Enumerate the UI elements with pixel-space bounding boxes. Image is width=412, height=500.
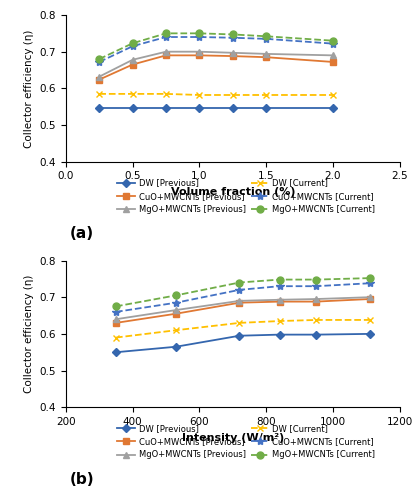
DW [Current] — [330, 92, 335, 98]
DW [Previous] — [173, 344, 178, 349]
CuO+MWCNTs [Current] — [277, 283, 282, 289]
MgO+MWCNTs [Current] — [97, 56, 102, 62]
Line: CuO+MWCNTs [Current]: CuO+MWCNTs [Current] — [95, 33, 337, 66]
DW [Previous] — [367, 331, 372, 337]
CuO+MWCNTs [Current] — [164, 34, 169, 40]
Line: DW [Current]: DW [Current] — [96, 90, 336, 98]
DW [Previous] — [113, 349, 119, 355]
X-axis label: Volume fraction (%): Volume fraction (%) — [171, 187, 295, 197]
CuO+MWCNTs [Current] — [197, 34, 202, 40]
MgO+MWCNTs [Previous] — [230, 50, 235, 56]
DW [Previous] — [314, 332, 318, 338]
DW [Current] — [230, 92, 235, 98]
Y-axis label: Collector efficiency (η): Collector efficiency (η) — [24, 29, 34, 148]
MgO+MWCNTs [Current] — [314, 276, 318, 282]
DW [Current] — [97, 91, 102, 97]
MgO+MWCNTs [Previous] — [264, 51, 269, 57]
Legend: DW [Previous], CuO+MWCNTs [Previous], MgO+MWCNTs [Previous], DW [Current], CuO+M: DW [Previous], CuO+MWCNTs [Previous], Mg… — [117, 424, 375, 460]
CuO+MWCNTs [Current] — [130, 43, 135, 49]
MgO+MWCNTs [Previous] — [197, 48, 202, 54]
MgO+MWCNTs [Current] — [237, 280, 242, 285]
CuO+MWCNTs [Previous] — [164, 52, 169, 59]
CuO+MWCNTs [Previous] — [264, 54, 269, 60]
MgO+MWCNTs [Current] — [197, 30, 202, 36]
DW [Current] — [113, 334, 119, 340]
DW [Current] — [164, 91, 169, 97]
DW [Previous] — [277, 332, 282, 338]
MgO+MWCNTs [Current] — [230, 32, 235, 38]
CuO+MWCNTs [Previous] — [173, 310, 178, 316]
DW [Current] — [237, 320, 242, 326]
CuO+MWCNTs [Current] — [230, 34, 235, 40]
CuO+MWCNTs [Previous] — [277, 298, 282, 304]
Line: CuO+MWCNTs [Previous]: CuO+MWCNTs [Previous] — [96, 52, 336, 82]
CuO+MWCNTs [Current] — [367, 280, 372, 286]
CuO+MWCNTs [Current] — [237, 287, 242, 293]
Line: MgO+MWCNTs [Previous]: MgO+MWCNTs [Previous] — [96, 49, 336, 80]
MgO+MWCNTs [Previous] — [314, 296, 318, 302]
MgO+MWCNTs [Current] — [164, 30, 169, 36]
Text: (a): (a) — [69, 226, 94, 241]
CuO+MWCNTs [Current] — [314, 283, 318, 289]
Line: DW [Previous]: DW [Previous] — [96, 106, 336, 111]
DW [Current] — [173, 327, 178, 333]
DW [Current] — [130, 91, 135, 97]
MgO+MWCNTs [Previous] — [113, 316, 119, 322]
DW [Current] — [367, 317, 372, 323]
DW [Current] — [277, 318, 282, 324]
MgO+MWCNTs [Previous] — [130, 57, 135, 63]
DW [Previous] — [197, 105, 202, 111]
Line: MgO+MWCNTs [Previous]: MgO+MWCNTs [Previous] — [113, 294, 372, 322]
DW [Previous] — [230, 105, 235, 111]
Line: DW [Previous]: DW [Previous] — [113, 331, 372, 355]
DW [Previous] — [330, 105, 335, 111]
MgO+MWCNTs [Current] — [173, 292, 178, 298]
MgO+MWCNTs [Previous] — [164, 48, 169, 54]
CuO+MWCNTs [Previous] — [113, 320, 119, 326]
Line: MgO+MWCNTs [Current]: MgO+MWCNTs [Current] — [96, 30, 336, 62]
CuO+MWCNTs [Current] — [97, 59, 102, 65]
MgO+MWCNTs [Previous] — [330, 52, 335, 59]
DW [Current] — [314, 317, 318, 323]
CuO+MWCNTs [Current] — [113, 309, 119, 315]
X-axis label: Intensity (W/m²): Intensity (W/m²) — [182, 432, 284, 442]
CuO+MWCNTs [Current] — [330, 40, 335, 46]
DW [Previous] — [264, 105, 269, 111]
MgO+MWCNTs [Previous] — [97, 74, 102, 80]
CuO+MWCNTs [Previous] — [130, 62, 135, 68]
DW [Previous] — [237, 332, 242, 338]
DW [Previous] — [97, 105, 102, 111]
CuO+MWCNTs [Previous] — [367, 296, 372, 302]
Legend: DW [Previous], CuO+MWCNTs [Previous], MgO+MWCNTs [Previous], DW [Current], CuO+M: DW [Previous], CuO+MWCNTs [Previous], Mg… — [117, 178, 375, 214]
MgO+MWCNTs [Current] — [113, 304, 119, 310]
MgO+MWCNTs [Current] — [367, 275, 372, 281]
Line: CuO+MWCNTs [Previous]: CuO+MWCNTs [Previous] — [113, 296, 372, 326]
DW [Current] — [197, 92, 202, 98]
Line: MgO+MWCNTs [Current]: MgO+MWCNTs [Current] — [112, 274, 373, 310]
MgO+MWCNTs [Current] — [277, 276, 282, 282]
DW [Previous] — [130, 105, 135, 111]
Y-axis label: Collector efficiency (η): Collector efficiency (η) — [24, 274, 34, 393]
CuO+MWCNTs [Current] — [264, 36, 269, 42]
CuO+MWCNTs [Previous] — [237, 300, 242, 306]
MgO+MWCNTs [Previous] — [237, 298, 242, 304]
CuO+MWCNTs [Previous] — [97, 76, 102, 82]
CuO+MWCNTs [Previous] — [314, 298, 318, 304]
DW [Current] — [264, 92, 269, 98]
Line: DW [Current]: DW [Current] — [112, 316, 373, 341]
CuO+MWCNTs [Previous] — [197, 52, 202, 59]
MgO+MWCNTs [Current] — [130, 40, 135, 46]
Line: CuO+MWCNTs [Current]: CuO+MWCNTs [Current] — [112, 279, 374, 316]
CuO+MWCNTs [Current] — [173, 300, 178, 306]
CuO+MWCNTs [Previous] — [230, 53, 235, 59]
CuO+MWCNTs [Previous] — [330, 59, 335, 65]
MgO+MWCNTs [Current] — [330, 38, 335, 44]
MgO+MWCNTs [Previous] — [367, 294, 372, 300]
MgO+MWCNTs [Previous] — [173, 307, 178, 313]
MgO+MWCNTs [Current] — [264, 34, 269, 40]
DW [Previous] — [164, 105, 169, 111]
MgO+MWCNTs [Previous] — [277, 297, 282, 303]
Text: (b): (b) — [69, 472, 94, 486]
